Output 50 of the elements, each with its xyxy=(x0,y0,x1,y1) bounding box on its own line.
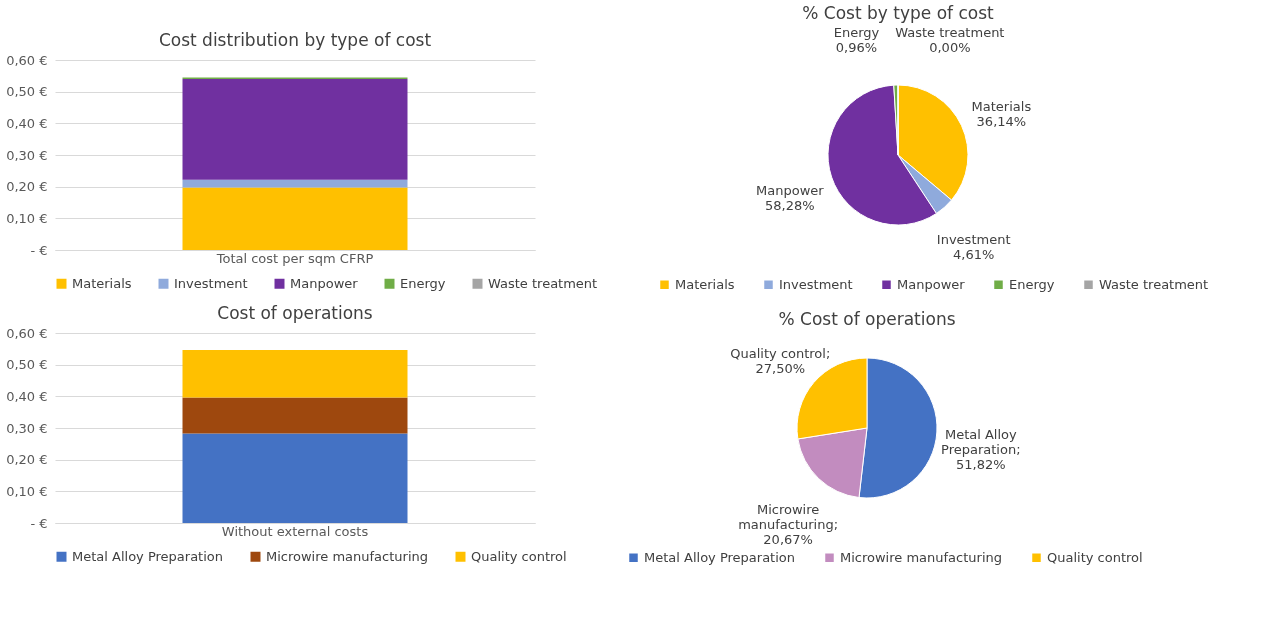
data-label: Quality control; 27,50% xyxy=(730,345,831,376)
legend-label: Quality control xyxy=(471,548,567,564)
y-tick-label: 0,60 € xyxy=(6,52,48,68)
y-tick-label: 0,30 € xyxy=(6,147,48,163)
bar xyxy=(182,179,408,188)
y-tick-label: - € xyxy=(30,242,48,258)
legend-label: Microwire manufacturing xyxy=(840,549,1003,565)
data-label: Manpower 58,28% xyxy=(756,182,825,213)
y-tick-label: - € xyxy=(30,515,48,531)
legend-label: Quality control xyxy=(1047,549,1143,565)
data-label: Energy 0,96% xyxy=(833,25,880,56)
legend-label: Metal Alloy Preparation xyxy=(72,548,224,564)
x-tick-label: Total cost per sqm CFRP xyxy=(215,250,374,266)
y-tick-label: 0,40 € xyxy=(6,388,48,404)
chart-title: Cost distribution by type of cost xyxy=(158,30,432,50)
y-tick-label: 0,50 € xyxy=(6,84,48,100)
y-tick-label: 0,10 € xyxy=(6,210,48,226)
legend-label: Manpower xyxy=(897,276,966,292)
data-label: Materials 36,14% xyxy=(971,98,1032,129)
legend-label: Investment xyxy=(779,276,853,292)
legend-label: Waste treatment xyxy=(1099,276,1209,292)
legend-label: Waste treatment xyxy=(488,275,598,291)
legend-label: Microwire manufacturing xyxy=(266,548,429,564)
legend-label: Materials xyxy=(72,275,132,291)
data-label: Metal Alloy Preparation; 51,82% xyxy=(941,426,1021,472)
chart-title: Cost of operations xyxy=(217,303,373,323)
y-tick-label: 0,50 € xyxy=(6,357,48,373)
legend-label: Metal Alloy Preparation xyxy=(644,549,796,565)
bar xyxy=(182,350,408,398)
text: Waste treatment 0,00% xyxy=(895,25,1005,56)
bar xyxy=(182,79,408,180)
bar xyxy=(182,397,408,434)
x-tick-label: Without external costs xyxy=(221,523,369,539)
y-tick-label: 0,20 € xyxy=(6,179,48,195)
legend-label: Manpower xyxy=(290,275,359,291)
y-tick-label: 0,40 € xyxy=(6,115,48,131)
data-label: Microwire manufacturing; 20,67% xyxy=(738,502,839,548)
y-tick-label: 0,30 € xyxy=(6,420,48,436)
chart-title: % Cost by type of cost xyxy=(802,3,995,24)
y-tick-label: 0,60 € xyxy=(6,325,48,341)
data-label: Investment 4,61% xyxy=(936,232,1011,263)
legend-label: Investment xyxy=(174,275,248,291)
y-tick-label: 0,20 € xyxy=(6,452,48,468)
legend-label: Materials xyxy=(675,276,735,292)
legend-label: Energy xyxy=(1009,276,1055,292)
bar xyxy=(182,433,408,523)
chart-title: % Cost of operations xyxy=(778,309,956,329)
legend-label: Energy xyxy=(400,275,446,291)
y-tick-label: 0,10 € xyxy=(6,483,48,499)
bar xyxy=(182,187,408,250)
